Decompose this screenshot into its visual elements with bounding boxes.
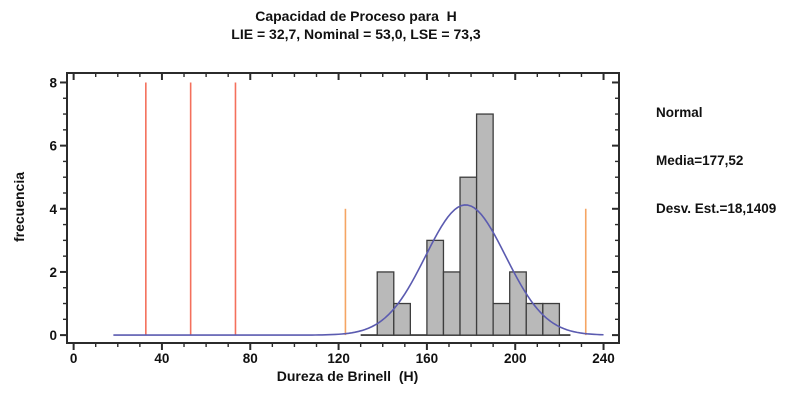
legend-mean-value: Media=177,52 bbox=[656, 153, 744, 168]
chart-title: Capacidad de Proceso para H bbox=[255, 8, 457, 24]
histogram-bar bbox=[393, 302, 411, 336]
histogram-bar bbox=[376, 271, 395, 336]
histogram-bar bbox=[475, 113, 494, 336]
x-tick-label: 80 bbox=[243, 351, 258, 366]
legend-stdev-value: Desv. Est.=18,1409 bbox=[656, 201, 777, 216]
y-tick-label: 2 bbox=[49, 265, 57, 280]
y-tick-label: 4 bbox=[49, 202, 57, 217]
sigma-limit-lines bbox=[344, 208, 587, 336]
histogram-bar bbox=[525, 302, 544, 336]
histogram-bar bbox=[442, 271, 461, 336]
x-tick-label: 120 bbox=[327, 351, 350, 366]
chart-subtitle: LIE = 32,7, Nominal = 53,0, LSE = 73,3 bbox=[231, 26, 481, 42]
histogram-bar bbox=[459, 176, 478, 336]
y-axis-ticks: 0 2 4 6 8 bbox=[49, 75, 619, 343]
y-tick-label: 6 bbox=[49, 139, 57, 154]
x-tick-label: 200 bbox=[504, 351, 527, 366]
x-tick-label: 240 bbox=[592, 351, 615, 366]
x-tick-label: 0 bbox=[70, 351, 78, 366]
histogram-bars bbox=[376, 113, 561, 336]
x-tick-label: 40 bbox=[154, 351, 169, 366]
y-tick-label: 0 bbox=[49, 328, 57, 343]
x-axis-title: Dureza de Brinell (H) bbox=[276, 368, 419, 384]
plot-frame bbox=[66, 72, 620, 344]
histogram-bar bbox=[426, 239, 445, 336]
x-axis-ticks: 0 40 80 120 160 200 240 bbox=[70, 73, 615, 366]
histogram-bar bbox=[492, 302, 511, 336]
x-tick-label: 160 bbox=[416, 351, 439, 366]
normal-curve bbox=[113, 204, 604, 336]
y-tick-label: 8 bbox=[49, 75, 57, 90]
distribution-legend: Normal Media=177,52 Desv. Est.=18,1409 bbox=[656, 73, 776, 249]
histogram-bar bbox=[542, 302, 561, 336]
histogram-bar bbox=[509, 271, 527, 336]
legend-distribution-name: Normal bbox=[656, 105, 703, 120]
spec-limit-lines bbox=[145, 82, 237, 336]
